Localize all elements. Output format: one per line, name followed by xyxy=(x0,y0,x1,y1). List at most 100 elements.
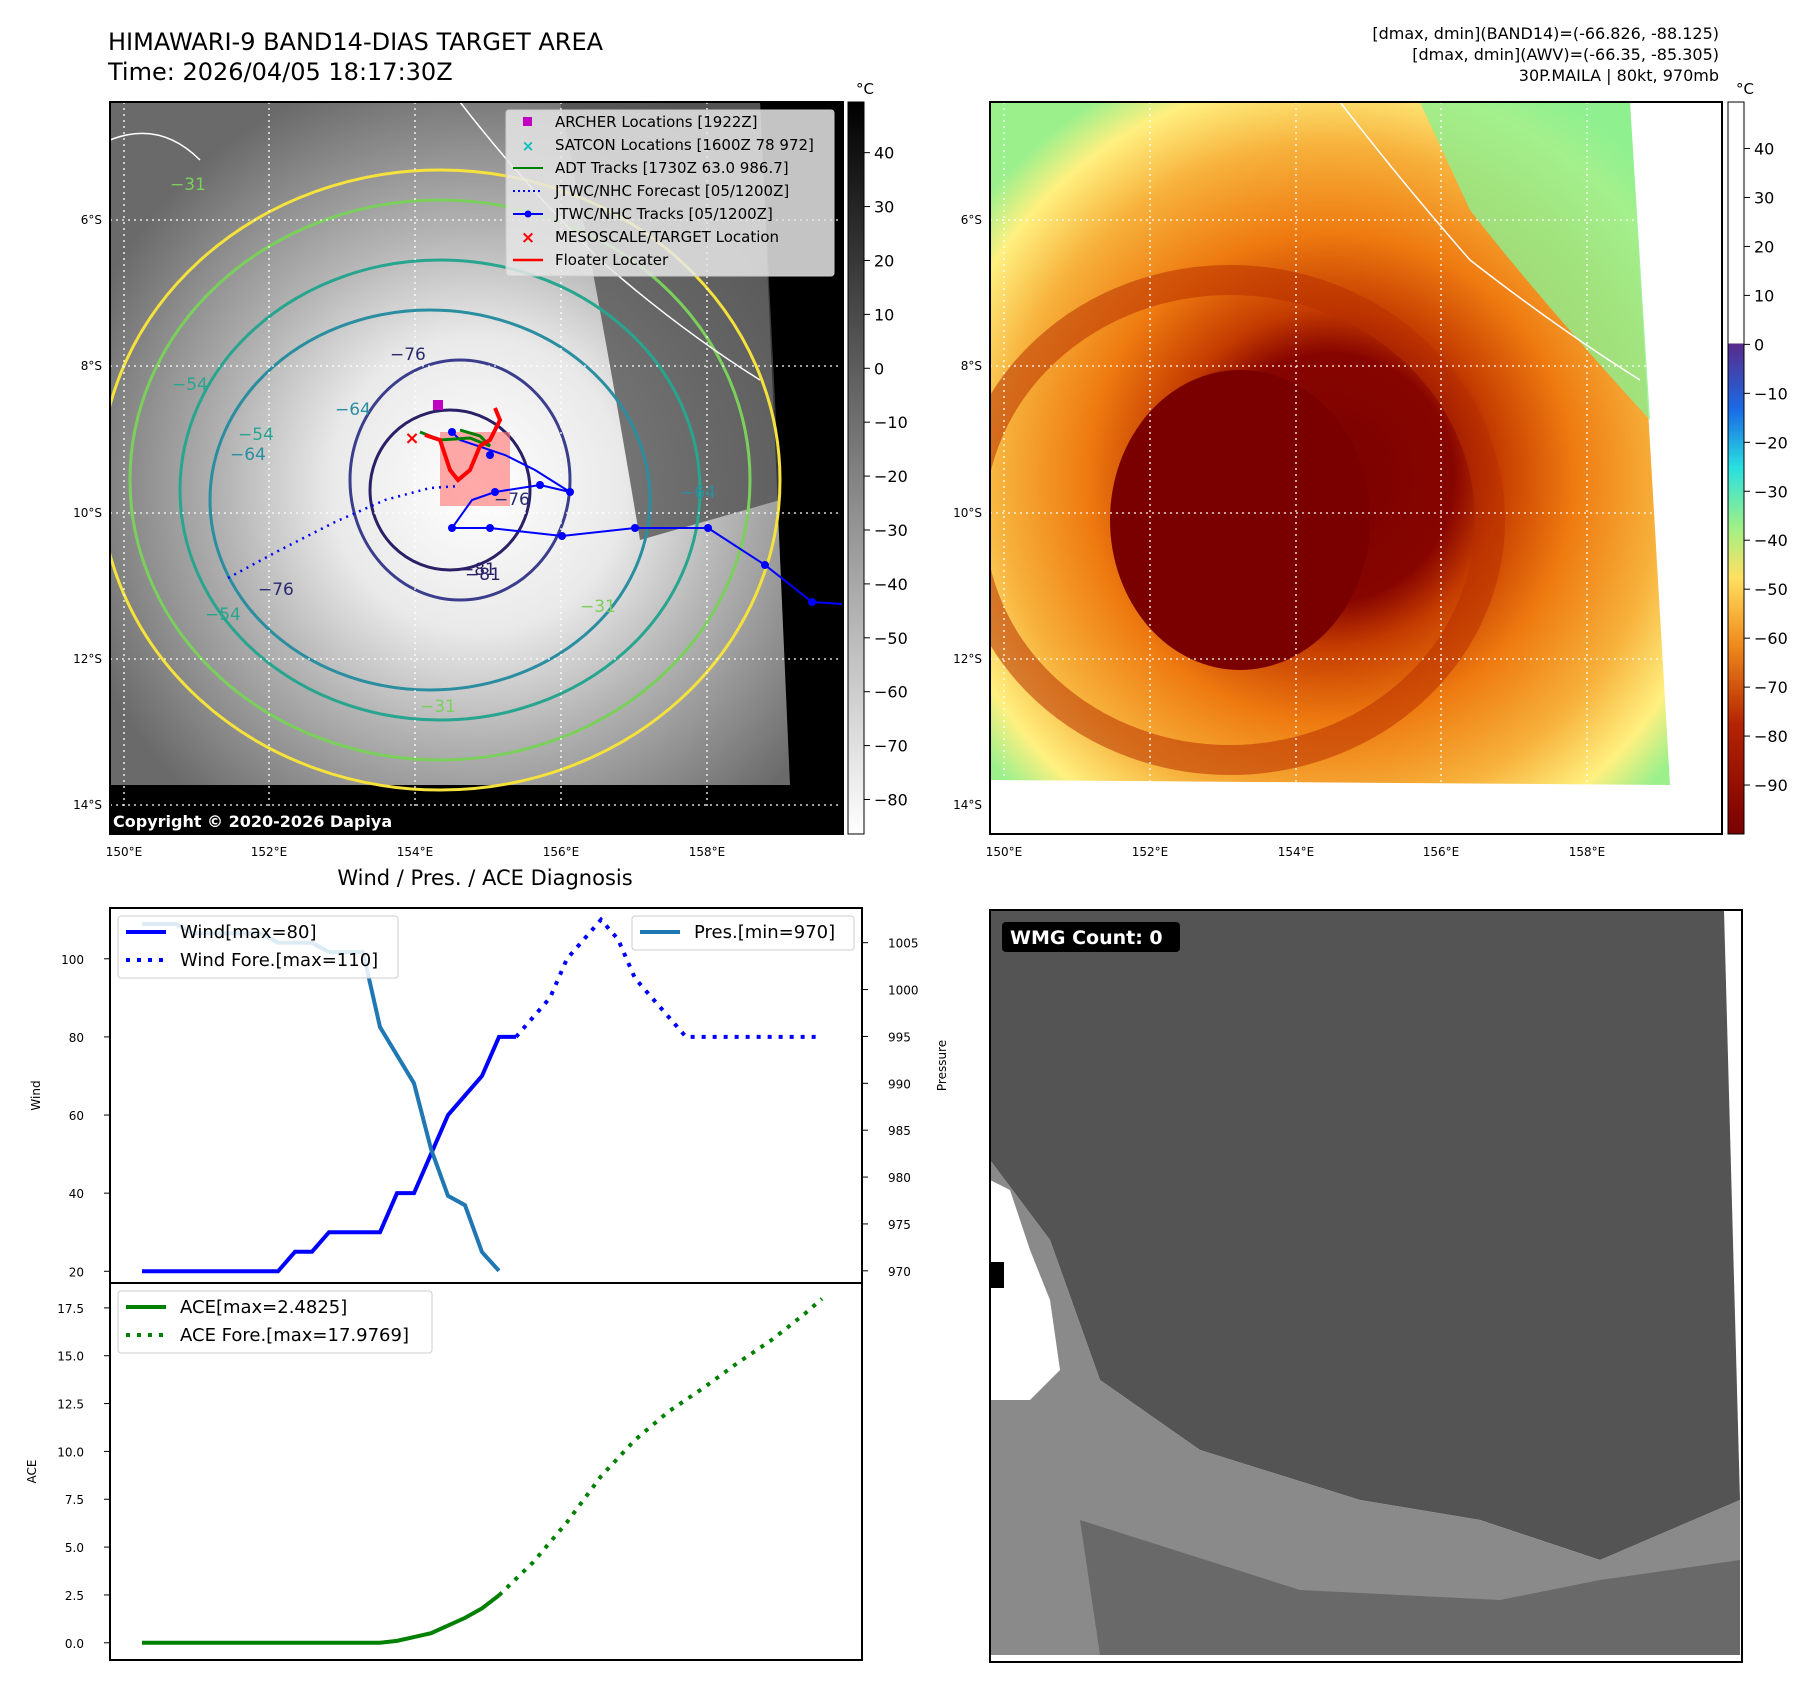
colorbar-tick-label: −90 xyxy=(1754,776,1788,795)
ace-axis-tick-label: 17.5 xyxy=(57,1302,84,1316)
colorbar-tick-label: −60 xyxy=(1754,629,1788,648)
colorbar2 xyxy=(1727,101,1745,835)
colorbar-tick-label: 20 xyxy=(874,251,894,270)
colorbar-tick-label: 30 xyxy=(1754,188,1774,207)
colorbar-tick-label: −50 xyxy=(1754,580,1788,599)
ir-contour-ring-64 xyxy=(208,308,652,692)
lon-label: 150°E xyxy=(986,845,1023,859)
wmg-label-backdrop xyxy=(1002,922,1180,952)
contour-label: −76 xyxy=(390,345,426,365)
colorbar-tick-label: −50 xyxy=(874,629,908,648)
colorbar-tick-label: −40 xyxy=(874,575,908,594)
archer-location-marker xyxy=(433,400,443,410)
awv-lat-labels: 6°S 8°S 10°S 12°S 14°S xyxy=(953,213,982,812)
colorbar-tick-label: −70 xyxy=(874,737,908,756)
colorbar1-unit: °C xyxy=(856,80,874,98)
legend-label-adt: ADT Tracks [1730Z 63.0 986.7] xyxy=(555,159,789,177)
colorbar-tick-label: −30 xyxy=(1754,482,1788,501)
pressure-axis-tick-label: 1000 xyxy=(888,984,919,998)
mesoscale-target-marker: × xyxy=(404,428,419,449)
title-line1: HIMAWARI-9 BAND14-DIAS TARGET AREA xyxy=(108,28,604,56)
wind-pressure-chart: 20 40 60 80 100 970 975 980 985 990 995 1000 1005 Win… xyxy=(29,907,949,1284)
contour-label: −31 xyxy=(420,697,456,717)
lat-label: 6°S xyxy=(961,213,982,227)
awv-gridlines xyxy=(990,102,1722,834)
pressure-axis-tick-label: 985 xyxy=(888,1124,911,1138)
ir-map-panel: × −76 −81 −76 −64 −54 −64 −54 −31 −31 −6… xyxy=(73,80,908,859)
ir-coastline-2 xyxy=(110,132,201,161)
legend-label-forecast: JTWC/NHC Forecast [05/1200Z] xyxy=(554,182,789,200)
ace-legend-box xyxy=(117,1290,433,1354)
awv-eyewall-core xyxy=(1110,370,1370,670)
pressure-legend-label: Pres.[min=970] xyxy=(694,922,835,943)
ir-map-frame xyxy=(109,101,844,835)
colorbar-tick-label: 0 xyxy=(874,359,884,378)
pressure-axis-tick-label: 975 xyxy=(888,1218,911,1232)
lon-label: 152°E xyxy=(1132,845,1169,859)
ace-forecast-legend-label: ACE Fore.[max=17.9769] xyxy=(180,1325,409,1346)
pressure-axis-tick-label: 980 xyxy=(888,1171,911,1185)
ace-axis-tick-label: 5.0 xyxy=(65,1541,84,1555)
lat-label: 12°S xyxy=(73,652,102,666)
map-legend: × × ARCHER Locations [1922Z] SATCON Loca… xyxy=(505,109,835,277)
map-legend-box xyxy=(505,109,835,277)
lon-label: 158°E xyxy=(689,845,726,859)
wind-legend-box xyxy=(117,915,399,979)
wmg-panel: WMG Count: 0 xyxy=(989,909,1743,1663)
contour-label: −54 xyxy=(205,605,241,625)
legend-label-satcon: SATCON Locations [1600Z 78 972] xyxy=(555,136,814,154)
ace-line xyxy=(142,1593,501,1645)
wind-axis-tick-label: 60 xyxy=(69,1109,84,1123)
awv-coastline xyxy=(1339,102,1641,381)
lat-label: 6°S xyxy=(81,213,102,227)
awv-map-frame xyxy=(989,101,1723,835)
info-line1: [dmax, dmin](BAND14)=(-66.826, -88.125) xyxy=(1372,24,1719,43)
lon-label: 152°E xyxy=(251,845,288,859)
colorbar-tick-label: −30 xyxy=(874,521,908,540)
ace-legend-label: ACE[max=2.4825] xyxy=(180,1297,347,1318)
wmg-dark-region xyxy=(990,910,1740,1560)
colorbar-tick-label: 10 xyxy=(874,305,894,324)
copyright-backdrop xyxy=(110,808,843,834)
pressure-axis-tick-label: 995 xyxy=(888,1030,911,1044)
ir-contour-ring-81 xyxy=(368,408,532,572)
legend-marker-satcon: × xyxy=(522,137,535,155)
contour-label: −81 xyxy=(465,565,501,585)
wind-line xyxy=(142,1034,516,1274)
lat-label: 12°S xyxy=(953,652,982,666)
lat-label: 10°S xyxy=(73,506,102,520)
ace-axis-tick-label: 0.0 xyxy=(65,1637,84,1651)
contour-label: −81 xyxy=(460,560,496,580)
wind-axis-tick-label: 80 xyxy=(69,1031,84,1045)
ir-contour-ring-31 xyxy=(128,198,752,762)
contour-label: −54 xyxy=(238,425,274,445)
jtwc-forecast-track xyxy=(227,484,461,580)
contour-label: −64 xyxy=(230,445,266,465)
wind-legend-label: Wind[max=80] xyxy=(180,922,317,943)
copyright-text: Copyright © 2020-2026 Dapiya xyxy=(113,812,392,831)
jtwc-track xyxy=(450,431,843,605)
ir-contour-ring-76 xyxy=(348,358,572,602)
contour-label: −76 xyxy=(258,580,294,600)
ir-contour-ring-outer xyxy=(110,168,782,792)
lon-label: 156°E xyxy=(543,845,580,859)
lat-label: 8°S xyxy=(961,359,982,373)
wind-axis-tick-label: 20 xyxy=(69,1265,84,1279)
lon-label: 156°E xyxy=(1423,845,1460,859)
lat-label: 14°S xyxy=(73,798,102,812)
wind-forecast-line xyxy=(514,916,822,1039)
legend-label-archer: ARCHER Locations [1922Z] xyxy=(555,113,758,131)
wmg-frame xyxy=(989,909,1743,1663)
contour-label: −64 xyxy=(335,400,371,420)
colorbar-tick-label: 10 xyxy=(1754,286,1774,305)
info-line2: [dmax, dmin](AWV)=(-66.35, -85.305) xyxy=(1412,45,1719,64)
wind-axis-label: Wind xyxy=(29,1080,43,1110)
colorbar-tick-label: 0 xyxy=(1754,335,1764,354)
diagnosis-title: Wind / Pres. / ACE Diagnosis xyxy=(337,866,632,890)
ir-gridlines xyxy=(110,102,843,834)
colorbar2-unit: °C xyxy=(1736,80,1754,98)
colorbar-tick-label: −10 xyxy=(874,413,908,432)
ace-axis-tick-label: 7.5 xyxy=(65,1493,84,1507)
colorbar1-ticks: 40 30 20 10 0 −10 −20 −30 −40 −50 −60 −70 −80 xyxy=(864,144,908,810)
